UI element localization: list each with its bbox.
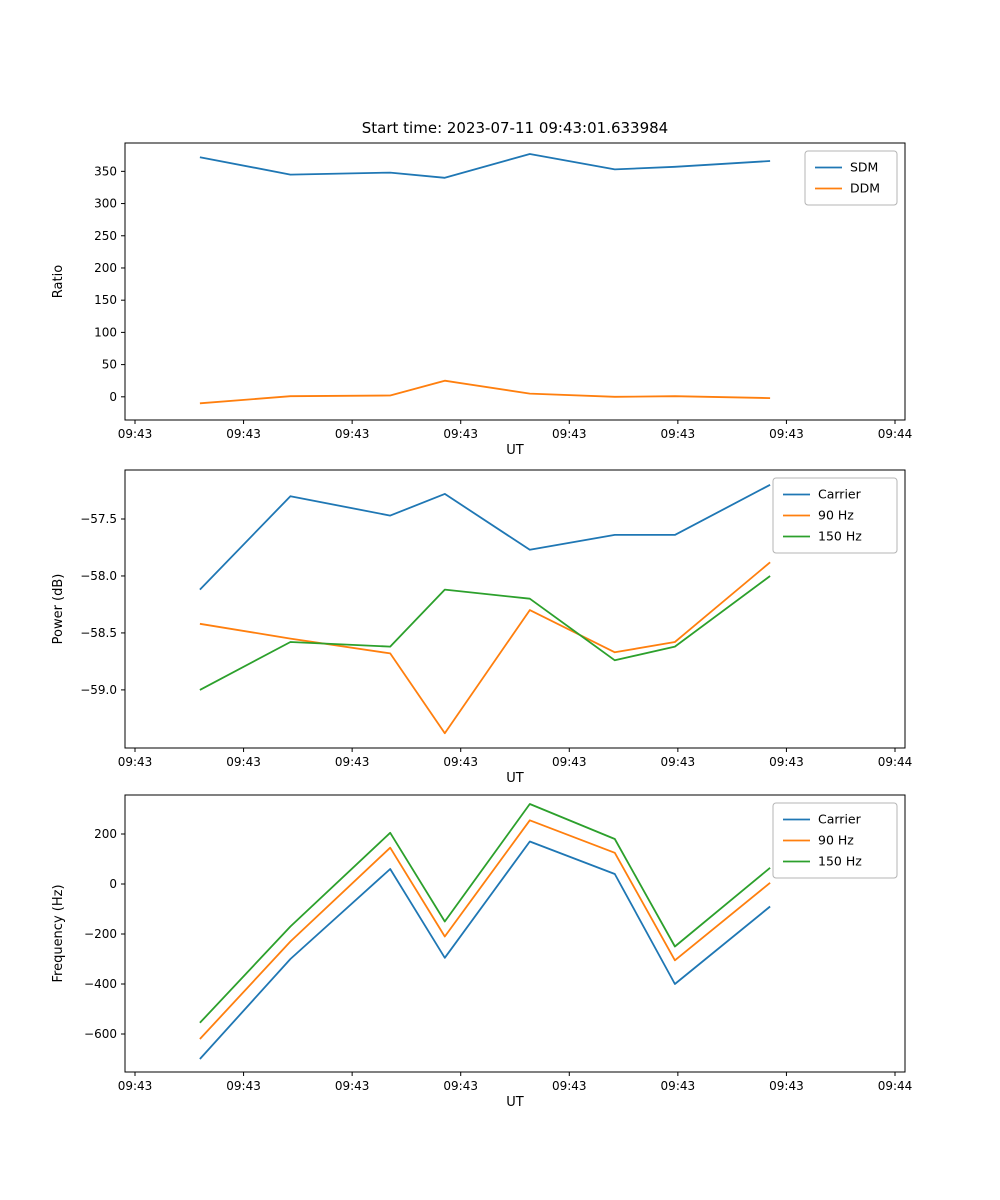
ratio-chart-canvas: 0 50 100 150 200 250 300 350 09:43 09:43 09:43 09:4… [51,142,913,458]
figure-title: Start time: 2023-07-11 09:43:01.633984 [361,119,669,137]
x-tick-label: 09:43 [118,427,153,441]
legend-label: DDM [850,181,880,196]
series-line-150-Hz [199,575,771,691]
y-axis-label: Frequency (Hz) [51,884,66,982]
ratio-chart: 0 50 100 150 200 250 300 350 09:43 09:43 09:43 09:4… [0,0,1000,460]
y-tick-label: 0 [109,390,117,404]
x-tick-label: 09:43 [552,755,587,769]
legend-label: Carrier [818,487,862,502]
legend-label: Carrier [818,812,862,827]
y-tick-label: −59.0 [80,683,117,697]
y-tick-label: 300 [94,197,117,211]
frequency-chart-canvas: −600 −400 −200 0 200 09:43 09:43 09:43 09:43 09:4… [51,794,913,1110]
series-line-150-Hz [199,803,771,1024]
series-line-DDM [199,379,771,405]
y-axis-label: Ratio [51,265,66,298]
x-tick-label: 09:44 [878,1079,913,1093]
legend-label: 90 Hz [818,508,854,523]
y-tick-label: 200 [94,827,117,841]
legend [772,802,898,879]
x-tick-label: 09:43 [661,1079,696,1093]
x-tick-label: 09:43 [661,755,696,769]
legend-label: 150 Hz [818,854,862,869]
x-tick-label: 09:44 [878,427,913,441]
y-tick-label: 200 [94,261,117,275]
series-line-90-Hz [199,819,771,1040]
x-tick-label: 09:43 [443,1079,478,1093]
legend [804,150,898,206]
x-tick-label: 09:43 [226,755,261,769]
x-axis-label: UT [506,1095,524,1110]
y-axis-label: Power (dB) [51,574,66,645]
series-line-Carrier [199,840,771,1060]
series-line-Carrier [199,484,771,591]
legend-label: SDM [850,160,878,175]
frequency-chart: −600 −400 −200 0 200 09:43 09:43 09:43 09:43 09:4… [0,787,1000,1200]
x-axis-label: UT [506,443,524,458]
legend-label: 90 Hz [818,833,854,848]
x-tick-label: 09:43 [769,427,804,441]
x-tick-label: 09:43 [335,755,370,769]
x-tick-label: 09:43 [118,1079,153,1093]
y-tick-label: 50 [102,358,117,372]
y-tick-label: −58.0 [80,569,117,583]
plot-frame [124,469,906,749]
power-chart-canvas: −57.5 −58.0 −58.5 −59.0 09:43 09:43 09:43 09:43… [51,469,913,786]
y-tick-label: −58.5 [80,626,117,640]
x-tick-label: 09:43 [552,427,587,441]
x-tick-label: 09:43 [769,755,804,769]
x-tick-label: 09:43 [226,427,261,441]
y-tick-label: −57.5 [80,512,117,526]
y-tick-label: 150 [94,293,117,307]
y-tick-label: 350 [94,164,117,178]
x-tick-label: 09:43 [769,1079,804,1093]
x-axis-label: UT [506,771,524,786]
x-tick-label: 09:43 [335,427,370,441]
x-tick-label: 09:43 [443,427,478,441]
y-tick-label: 100 [94,325,117,339]
power-chart: −57.5 −58.0 −58.5 −59.0 09:43 09:43 09:43 09:43… [0,460,1000,787]
y-tick-label: −400 [84,977,117,991]
plot-frame [124,142,906,421]
series-line-SDM [199,153,771,179]
legend-label: 150 Hz [818,529,862,544]
x-tick-label: 09:43 [226,1079,261,1093]
series-line-90-Hz [199,561,771,735]
y-tick-label: 0 [109,877,117,891]
x-tick-label: 09:44 [878,755,913,769]
y-tick-label: −600 [84,1027,117,1041]
x-tick-label: 09:43 [443,755,478,769]
x-tick-label: 09:43 [552,1079,587,1093]
x-tick-label: 09:43 [661,427,696,441]
y-tick-label: 250 [94,229,117,243]
y-tick-label: −200 [84,927,117,941]
x-tick-label: 09:43 [335,1079,370,1093]
x-tick-label: 09:43 [118,755,153,769]
legend [772,477,898,554]
